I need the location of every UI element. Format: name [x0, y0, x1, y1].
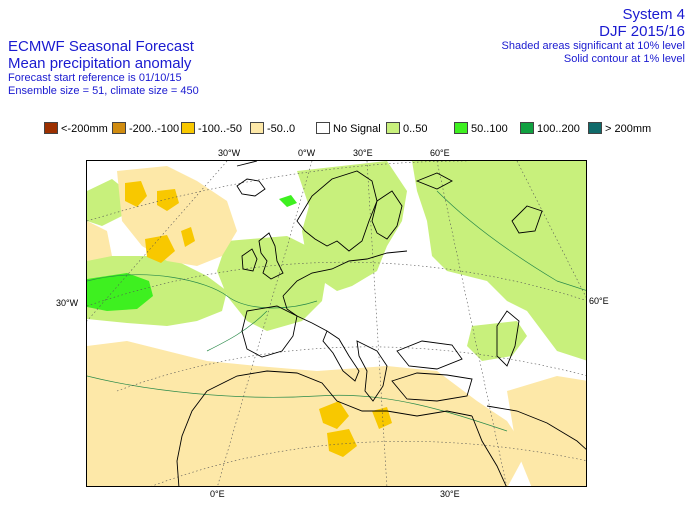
anomaly-area: [372, 407, 392, 429]
significance-note: Shaded areas significant at 10% level: [501, 40, 685, 52]
grid-label-top-30w: 30°W: [218, 148, 241, 158]
moderate-negative-areas: [125, 181, 392, 457]
legend-label: -100..-50: [198, 123, 243, 135]
coastline: [322, 330, 360, 382]
anomaly-area: [217, 236, 327, 331]
system-label: System 4: [622, 6, 685, 23]
legend-swatch: [454, 122, 468, 134]
anomaly-area: [125, 181, 147, 207]
anomaly-area: [181, 227, 195, 247]
coastline: [236, 178, 266, 197]
legend-swatch: [250, 122, 264, 134]
coastlines: [176, 161, 586, 486]
legend-label: -200..-100: [129, 123, 180, 135]
grid-label-top-60e: 60°E: [430, 148, 450, 158]
grid-label-top-30e: 30°E: [353, 148, 373, 158]
legend-label: 50..100: [471, 123, 508, 135]
contour-line: [436, 190, 586, 291]
contour-line: [87, 274, 318, 309]
header-right: System 4 DJF 2015/16 Shaded areas signif…: [502, 6, 685, 66]
legend-label: 0..50: [403, 123, 428, 135]
variable-title: Mean precipitation anomaly: [8, 55, 192, 72]
legend-swatch: [520, 122, 534, 134]
legend-swatch: [181, 122, 195, 134]
legend-swatch: [112, 122, 126, 134]
anomaly-area: [87, 221, 112, 261]
coastline: [371, 190, 403, 240]
anomaly-area: [87, 273, 153, 311]
anomaly-area: [157, 189, 179, 211]
anomaly-area: [279, 195, 297, 207]
anomaly-area: [327, 429, 357, 457]
coastline: [415, 172, 453, 190]
legend-swatch: [316, 122, 330, 134]
legend-swatch: [588, 122, 602, 134]
significance-contours: [87, 190, 586, 432]
grid-label-top-0w: 0°W: [298, 148, 316, 158]
anomaly-area: [87, 179, 127, 226]
anomaly-area: [319, 401, 349, 429]
coastline: [176, 390, 208, 486]
coastline: [241, 248, 258, 272]
legend-label: -50..0: [267, 123, 296, 135]
forecast-start: Forecast start reference is 01/10/15: [8, 72, 182, 84]
season-label: DJF 2015/16: [599, 23, 685, 40]
anomaly-area: [145, 235, 175, 263]
coastline: [391, 372, 473, 402]
map-canvas: [87, 161, 586, 486]
legend-label: > 200mm: [605, 123, 652, 135]
grid-label-bottom-30e: 30°E: [440, 489, 460, 499]
anomaly-map: [86, 160, 587, 487]
legend-swatch: [44, 122, 58, 134]
coastline: [471, 415, 507, 486]
coastline: [241, 305, 298, 358]
graticule-line: [366, 161, 388, 486]
coastline: [486, 405, 586, 450]
strong-positive-areas: [87, 195, 297, 311]
legend-label: No Signal: [333, 123, 381, 135]
contour-line: [206, 310, 268, 352]
coastline: [511, 205, 543, 234]
coastline: [396, 340, 463, 370]
graticule-line: [87, 161, 228, 322]
coastline: [282, 295, 328, 332]
coastline: [258, 232, 284, 280]
grid-label-right-60e: 60°E: [589, 296, 609, 306]
header-left: ECMWF Seasonal Forecast Mean precipitati…: [8, 38, 199, 98]
graticule-line: [87, 161, 468, 222]
product-title: ECMWF Seasonal Forecast: [8, 38, 194, 55]
anomaly-area: [87, 341, 527, 486]
coastline: [236, 161, 258, 167]
legend-label: 100..200: [537, 123, 580, 135]
coastline: [206, 370, 473, 417]
graticule-line: [217, 161, 313, 486]
negative-anomaly-areas: [87, 166, 586, 486]
coastline: [356, 340, 388, 402]
anomaly-area: [117, 166, 237, 266]
grid-label-left-30w: 30°W: [56, 298, 79, 308]
legend-label: <-200mm: [61, 123, 108, 135]
contour-note: Solid contour at 1% level: [563, 53, 685, 65]
grid-label-bottom-0e: 0°E: [210, 489, 225, 499]
graticule: [87, 161, 586, 486]
coastline: [296, 170, 378, 252]
coastline: [496, 310, 520, 367]
graticule-line: [116, 346, 586, 392]
legend-swatch: [386, 122, 400, 134]
contour-line: [87, 375, 508, 432]
ensemble-size: Ensemble size = 51, climate size = 450: [8, 85, 199, 97]
coastline: [282, 250, 408, 297]
anomaly-area: [507, 376, 586, 486]
anomaly-area: [297, 161, 407, 291]
